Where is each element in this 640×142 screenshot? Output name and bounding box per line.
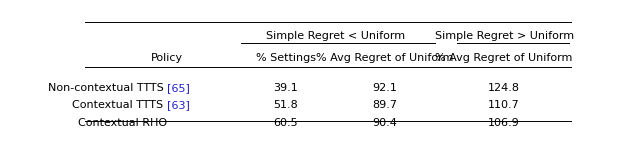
Text: 110.7: 110.7 [488, 100, 520, 110]
Text: Simple Regret < Uniform: Simple Regret < Uniform [266, 31, 405, 41]
Text: [65]: [65] [167, 83, 190, 93]
Text: 106.9: 106.9 [488, 118, 520, 128]
Text: 124.8: 124.8 [488, 83, 520, 93]
Text: 60.5: 60.5 [273, 118, 298, 128]
Text: % Avg Regret of Uniform: % Avg Regret of Uniform [316, 53, 454, 63]
Text: Non-contextual TTTS: Non-contextual TTTS [47, 83, 167, 93]
Text: [63]: [63] [167, 100, 190, 110]
Text: 89.7: 89.7 [372, 100, 397, 110]
Text: 90.4: 90.4 [372, 118, 397, 128]
Text: Simple Regret > Uniform: Simple Regret > Uniform [435, 31, 573, 41]
Text: Contextual RHO: Contextual RHO [77, 118, 167, 128]
Text: Contextual TTTS: Contextual TTTS [72, 100, 167, 110]
Text: % Settings: % Settings [256, 53, 316, 63]
Text: 92.1: 92.1 [372, 83, 397, 93]
Text: % Avg Regret of Uniform: % Avg Regret of Uniform [435, 53, 573, 63]
Text: 51.8: 51.8 [273, 100, 298, 110]
Text: Policy: Policy [151, 53, 183, 63]
Text: 39.1: 39.1 [273, 83, 298, 93]
